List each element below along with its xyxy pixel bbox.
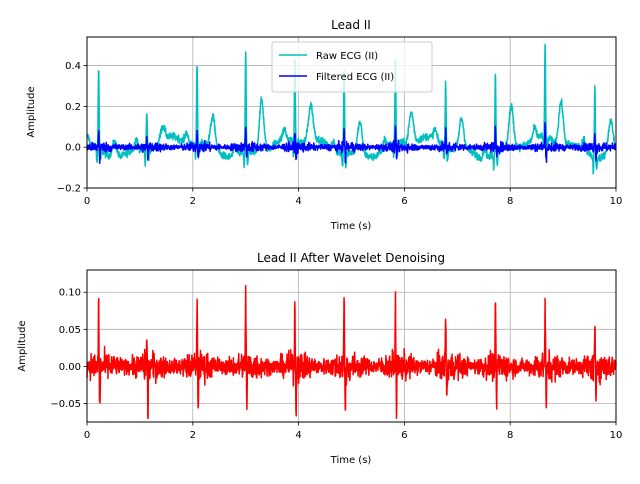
legend-box: [271, 41, 433, 93]
x-tick-label: 2: [190, 196, 196, 207]
bottom-axes-frame: [86, 269, 617, 423]
y-tick-label: −0.2: [57, 184, 81, 195]
x-tick-label: 8: [507, 430, 513, 441]
bottom-x-axis-label: Time (s): [330, 455, 372, 466]
y-tick-label: 0.00: [59, 362, 81, 373]
top-ticks: 0 2 4 6 8 10 −0.2 0.0 0.2 0.4: [57, 61, 623, 207]
legend-label-raw: Raw ECG (II): [316, 51, 378, 62]
x-tick-label: 8: [507, 196, 513, 207]
bottom-chart-title: Lead II After Wavelet Denoising: [257, 251, 445, 265]
bottom-chart-panel: Lead II After Wavelet Denoising 0 2 4 6 8 10 −…: [17, 251, 622, 466]
x-tick-label: 6: [401, 196, 407, 207]
y-tick-label: 0.05: [59, 325, 81, 336]
y-tick-label: 0.0: [65, 143, 81, 154]
x-tick-label: 0: [84, 196, 90, 207]
top-axes-frame: [86, 36, 617, 189]
legend-label-filtered: Filtered ECG (II): [316, 72, 394, 83]
x-tick-label: 2: [190, 430, 196, 441]
top-chart-title: Lead II: [331, 18, 371, 32]
x-tick-label: 0: [84, 430, 90, 441]
x-tick-label: 10: [610, 430, 623, 441]
denoised-ecg-line: [86, 284, 617, 420]
y-tick-label: 0.4: [65, 61, 81, 72]
y-tick-label: −0.05: [50, 399, 81, 410]
y-tick-label: 0.10: [59, 288, 81, 299]
top-x-axis-label: Time (s): [330, 221, 372, 232]
bottom-y-axis-label: Amplitude: [17, 320, 28, 371]
top-y-axis-label: Amplitude: [26, 86, 37, 137]
raw-ecg-line: [86, 43, 617, 175]
x-tick-label: 10: [610, 196, 623, 207]
x-tick-label: 4: [295, 430, 301, 441]
filtered-ecg-line: [86, 121, 617, 164]
y-tick-label: 0.2: [65, 102, 81, 113]
x-tick-label: 6: [401, 430, 407, 441]
x-tick-label: 4: [295, 196, 301, 207]
top-legend: Raw ECG (II) Filtered ECG (II): [271, 41, 433, 93]
bottom-ticks: 0 2 4 6 8 10 −0.05 0.00 0.05 0.10: [50, 288, 622, 441]
top-series-group: [86, 43, 617, 175]
bottom-series-group: [86, 284, 617, 420]
top-chart-panel: Lead II 0 2 4 6 8 10 −0.2 0.0 0.2 0.4 Time (s) Am…: [26, 18, 622, 232]
